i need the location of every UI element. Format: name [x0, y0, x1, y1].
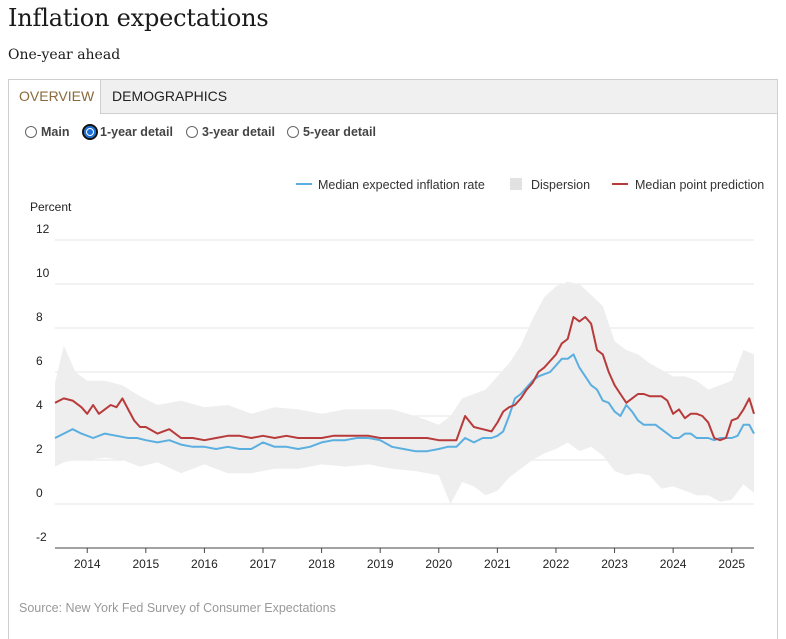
x-tick-label: 2018	[308, 557, 335, 571]
y-tick-label: 0	[36, 486, 43, 500]
x-tick-labels: 2014 2015 2016 2017 2018 2019 2020 2021 2022 2023…	[74, 548, 745, 571]
radio-5-year-detail[interactable]: 5-year detail	[287, 125, 376, 139]
y-tick-label: 2	[36, 442, 43, 456]
tab-bar: OVERVIEW DEMOGRAPHICS	[9, 80, 777, 114]
series-lines	[54, 316, 755, 453]
tab-overview[interactable]: OVERVIEW	[9, 80, 101, 114]
y-tick-label: -2	[36, 530, 47, 544]
y-tick-label: 10	[36, 266, 50, 280]
source-note: Source: New York Fed Survey of Consumer …	[19, 601, 336, 615]
x-tick-label: 2019	[367, 557, 394, 571]
x-tick-label: 2023	[601, 557, 628, 571]
legend-dispersion-label: Dispersion	[531, 178, 590, 192]
y-tick-label: 8	[36, 310, 43, 324]
radio-circle[interactable]	[25, 126, 37, 138]
x-tick-label: 2017	[250, 557, 277, 571]
legend-dispersion-swatch	[510, 178, 522, 190]
legend-median-point-label: Median point prediction	[635, 178, 764, 192]
radio-main[interactable]: Main	[25, 125, 69, 139]
median-expected-line	[54, 353, 755, 453]
radio-3-year-label: 3-year detail	[202, 125, 275, 139]
inflation-chart: Median expected inflation rate Dispersion…	[30, 178, 764, 571]
radio-1-year-detail[interactable]: 1-year detail	[82, 124, 173, 140]
x-tick-label: 2021	[484, 557, 511, 571]
chart-legend: Median expected inflation rate Dispersion…	[296, 178, 764, 192]
radio-circle[interactable]	[186, 126, 198, 138]
median-point-line	[54, 316, 755, 442]
page-subtitle: One-year ahead	[8, 47, 121, 63]
legend-median-expected-label: Median expected inflation rate	[318, 178, 485, 192]
tab-demographics[interactable]: DEMOGRAPHICS	[112, 88, 228, 104]
y-tick-label: 12	[36, 222, 50, 236]
x-tick-label: 2022	[543, 557, 570, 571]
y-tick-label: 4	[36, 398, 43, 412]
y-tick-label: 6	[36, 354, 43, 368]
page-title: Inflation expectations	[8, 4, 269, 32]
radio-circle-selected[interactable]	[82, 124, 98, 140]
x-tick-label: 2020	[425, 557, 452, 571]
dispersion-band	[55, 281, 754, 504]
dispersion-area	[55, 281, 754, 504]
x-tick-label: 2016	[191, 557, 218, 571]
x-tick-label: 2015	[132, 557, 159, 571]
radio-5-year-label: 5-year detail	[303, 125, 376, 139]
radio-3-year-detail[interactable]: 3-year detail	[186, 125, 275, 139]
x-tick-label: 2014	[74, 557, 101, 571]
y-tick-labels: -2 0 2 4 6 8 10 12	[36, 222, 50, 544]
radio-main-label: Main	[41, 125, 70, 139]
radio-1-year-label: 1-year detail	[100, 125, 173, 139]
radio-circle[interactable]	[287, 126, 299, 138]
x-tick-label: 2024	[660, 557, 687, 571]
chart-panel: OVERVIEW DEMOGRAPHICS Main 1-year detail…	[8, 79, 778, 639]
x-tick-label: 2025	[718, 557, 745, 571]
y-axis-label: Percent	[30, 200, 72, 214]
